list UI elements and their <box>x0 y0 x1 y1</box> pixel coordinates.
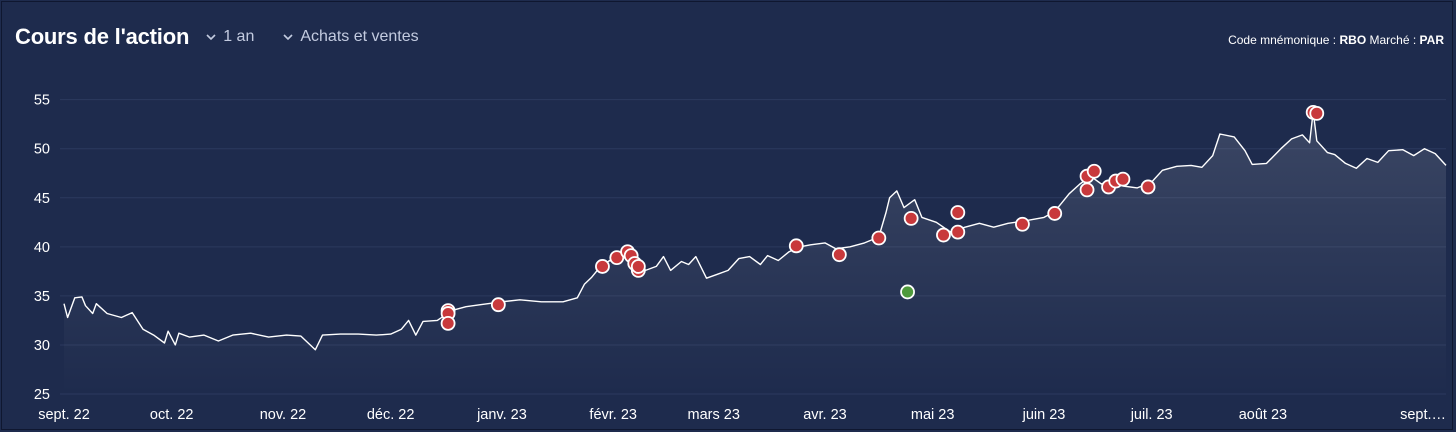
sell-marker[interactable] <box>630 259 646 274</box>
x-tick-label: févr. 23 <box>589 407 637 423</box>
sell-marker[interactable] <box>871 230 887 246</box>
price-area <box>64 111 1446 395</box>
period-dropdown[interactable]: 1 an <box>205 28 254 46</box>
x-tick-label: avr. 23 <box>803 407 847 423</box>
sell-marker[interactable] <box>1086 163 1102 179</box>
x-tick-label: oct. 22 <box>150 407 194 423</box>
y-tick-label: 30 <box>34 338 50 354</box>
sell-marker[interactable] <box>1015 216 1030 232</box>
y-tick-label: 25 <box>34 387 50 403</box>
mode-dropdown[interactable]: Achats et ventes <box>282 28 419 46</box>
ticker-info: Code mnémonique : RBO Marché : PAR <box>1228 33 1444 47</box>
sell-marker[interactable] <box>440 315 456 331</box>
x-tick-label: juin 23 <box>1022 407 1066 423</box>
sell-marker[interactable] <box>903 210 919 226</box>
period-dropdown-label: 1 an <box>223 28 255 45</box>
sell-marker[interactable] <box>1115 171 1131 187</box>
ticker-label: Code mnémonique : <box>1228 33 1337 47</box>
sell-marker[interactable] <box>1079 182 1095 198</box>
sell-marker[interactable] <box>950 205 966 220</box>
x-tick-label: mars 23 <box>688 407 740 423</box>
sell-marker[interactable] <box>831 247 847 263</box>
transaction-markers <box>440 104 1325 331</box>
x-tick-label: janv. 23 <box>476 407 527 423</box>
x-tick-label: août 23 <box>1239 407 1287 423</box>
y-tick-label: 35 <box>34 289 50 305</box>
x-tick-label: juil. 23 <box>1130 407 1173 423</box>
sell-marker[interactable] <box>490 297 506 313</box>
market-label: Marché : <box>1369 33 1417 47</box>
x-tick-label: sept.… <box>1400 407 1446 423</box>
sell-marker[interactable] <box>1140 179 1156 195</box>
ticker-value: RBO <box>1339 33 1367 47</box>
x-tick-label: nov. 22 <box>260 407 307 423</box>
chevron-down-icon <box>283 34 293 41</box>
y-tick-label: 55 <box>34 93 50 109</box>
sell-marker[interactable] <box>1047 206 1063 221</box>
x-tick-label: mai 23 <box>911 407 955 423</box>
market-value: PAR <box>1419 33 1444 47</box>
sell-marker[interactable] <box>950 224 966 240</box>
mode-dropdown-label: Achats et ventes <box>300 28 419 45</box>
sell-marker[interactable] <box>936 227 951 243</box>
chart-title: Cours de l'action <box>15 24 190 49</box>
chevron-down-icon <box>206 34 216 41</box>
x-tick-label: déc. 22 <box>367 407 415 423</box>
sell-marker[interactable] <box>595 259 610 274</box>
chart-header: Cours de l'action 1 an Achats et ventes <box>15 22 419 52</box>
x-tick-label: sept. 22 <box>38 407 90 423</box>
y-axis: 25 30 35 40 45 50 55 <box>34 93 50 403</box>
sell-marker[interactable] <box>788 238 804 254</box>
y-tick-label: 50 <box>34 142 50 158</box>
buy-marker[interactable] <box>900 284 915 300</box>
x-axis: sept. 22 oct. 22 nov. 22 déc. 22 janv. 23 fév… <box>38 407 1446 423</box>
sell-marker[interactable] <box>1309 105 1325 121</box>
price-series <box>63 110 1447 395</box>
y-tick-label: 40 <box>34 240 50 256</box>
y-tick-label: 45 <box>34 191 50 207</box>
price-line <box>63 110 1447 351</box>
